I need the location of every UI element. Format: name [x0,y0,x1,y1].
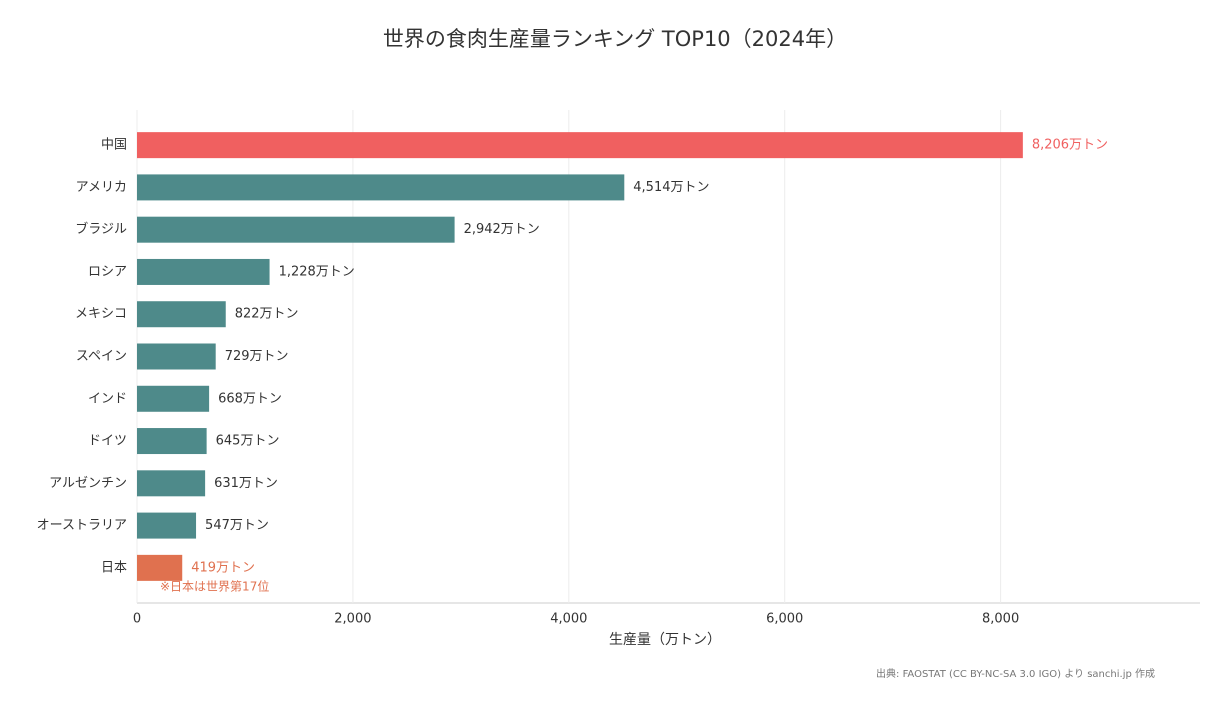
bar [137,428,207,455]
bar [137,343,216,370]
x-tick-label: 2,000 [334,612,371,627]
value-label: 729万トン [225,349,289,364]
value-label: 4,514万トン [633,180,709,195]
chart-title: 世界の食肉生産量ランキング TOP10（2024年） [383,27,847,51]
x-tick-label: 0 [133,612,141,627]
y-tick-label: スペイン [76,349,127,364]
y-tick-label: アメリカ [76,180,127,195]
y-tick-label: オーストラリア [37,518,127,533]
bar [137,132,1023,159]
annotation: ※日本は世界第17位 [160,578,269,593]
bar [137,216,455,243]
value-label: 8,206万トン [1032,138,1108,153]
x-tick-label: 8,000 [982,612,1019,627]
y-tick-label: 中国 [101,138,127,153]
value-label: 631万トン [214,476,278,491]
value-label: 645万トン [216,434,280,449]
source-note: 出典: FAOSTAT (CC BY-NC-SA 3.0 IGO) より san… [876,667,1155,680]
value-label: 547万トン [205,518,269,533]
y-tick-label: メキシコ [75,307,127,322]
y-tick-label: 日本 [101,560,127,575]
y-tick-label: ロシア [88,264,127,279]
bar [137,554,183,581]
y-tick-label: ドイツ [88,434,127,449]
bar [137,258,270,285]
bar [137,385,210,412]
y-tick-label: ブラジル [75,221,127,237]
value-label: 419万トン [191,560,255,575]
x-axis-label: 生産量（万トン） [609,632,721,648]
bar [137,512,197,539]
y-tick-label: アルゼンチン [49,476,127,491]
x-tick-label: 4,000 [550,612,587,627]
bar [137,301,226,328]
bar [137,174,625,201]
value-label: 1,228万トン [279,264,355,279]
value-label: 2,942万トン [464,222,540,237]
value-label: 822万トン [235,307,299,322]
bar [137,470,206,497]
x-tick-label: 6,000 [766,612,803,627]
value-label: 668万トン [218,391,282,406]
y-tick-label: インド [88,391,127,406]
